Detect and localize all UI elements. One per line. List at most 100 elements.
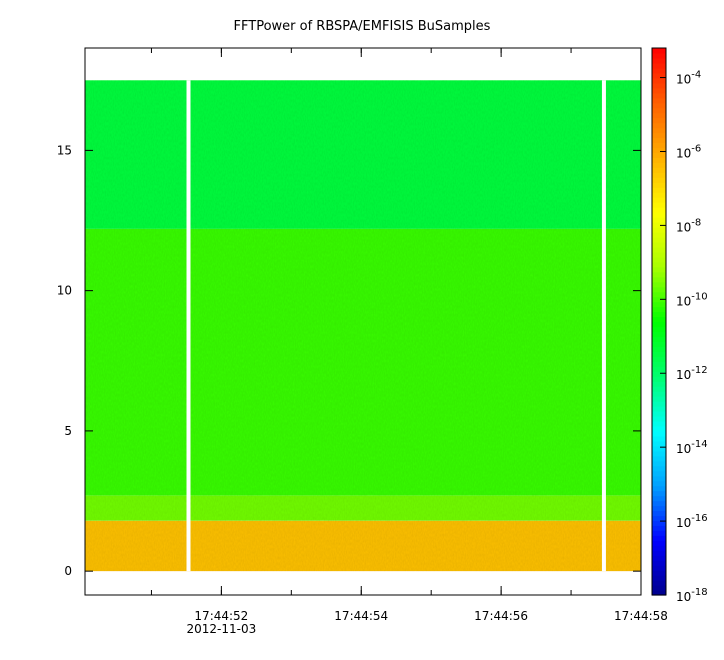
colorbar-segment bbox=[652, 276, 666, 283]
colorbar-tick-label: 10-10 bbox=[676, 291, 708, 308]
colorbar-segment bbox=[652, 415, 666, 422]
colorbar-segment bbox=[652, 570, 666, 576]
colorbar-segment bbox=[652, 301, 666, 308]
data-gap bbox=[601, 80, 606, 572]
colorbar-segment bbox=[652, 256, 666, 263]
colorbar-segment bbox=[652, 341, 666, 347]
colorbar-tick-label: 10-6 bbox=[676, 143, 701, 160]
colorbar-frame bbox=[651, 47, 667, 596]
colorbar-segment bbox=[652, 440, 666, 447]
colorbar-segment bbox=[652, 520, 666, 526]
colorbar-segment bbox=[652, 82, 666, 89]
colorbar-segment bbox=[652, 545, 666, 551]
colorbar-segment bbox=[652, 192, 666, 198]
colorbar-segment bbox=[652, 202, 666, 208]
colorbar-segment bbox=[652, 217, 666, 223]
colorbar-segment bbox=[652, 177, 666, 183]
colorbar: 10-4 10-6 10-8 10-10 10-12 10-14 10-16 10-18 bbox=[651, 47, 708, 604]
colorbar-segment bbox=[652, 455, 666, 462]
colorbar-segment bbox=[652, 266, 666, 273]
colorbar-segment bbox=[652, 510, 666, 517]
colorbar-segment bbox=[652, 435, 666, 442]
colorbar-segment bbox=[652, 87, 666, 94]
colorbar-segment bbox=[652, 381, 666, 387]
colorbar-segment bbox=[652, 555, 666, 561]
colorbar-segment bbox=[652, 590, 666, 596]
colorbar-segment bbox=[652, 430, 666, 437]
colorbar-segment bbox=[652, 406, 666, 412]
colorbar-segment bbox=[652, 585, 666, 591]
colorbar-segment bbox=[652, 92, 666, 99]
colorbar-segment bbox=[652, 227, 666, 233]
colorbar-segment bbox=[652, 450, 666, 457]
colorbar-segment bbox=[652, 495, 666, 502]
colorbar-segment bbox=[652, 127, 666, 134]
colorbar-segment bbox=[652, 167, 666, 173]
colorbar-segment bbox=[652, 386, 666, 392]
colorbar-segment bbox=[652, 52, 666, 59]
y-tick-label: 5 bbox=[64, 424, 72, 438]
y-tick-label: 0 bbox=[64, 564, 72, 578]
y-tick-label: 10 bbox=[57, 284, 72, 298]
colorbar-segment bbox=[652, 490, 666, 497]
colorbar-segment bbox=[652, 485, 666, 492]
colorbar-segment bbox=[652, 500, 666, 507]
colorbar-segment bbox=[652, 117, 666, 124]
colorbar-segment bbox=[652, 182, 666, 188]
plot-frame bbox=[84, 47, 642, 596]
colorbar-segment bbox=[652, 580, 666, 586]
colorbar-segment bbox=[652, 152, 666, 158]
colorbar-segment bbox=[652, 231, 666, 238]
colorbar-segment bbox=[652, 420, 666, 427]
colorbar-segment bbox=[652, 475, 666, 482]
colorbar-segment bbox=[652, 261, 666, 268]
data-gap bbox=[186, 80, 191, 572]
x-tick-label: 17:44:56 bbox=[474, 609, 528, 623]
colorbar-segment bbox=[652, 460, 666, 467]
colorbar-segment bbox=[652, 147, 666, 154]
colorbar-segment bbox=[652, 321, 666, 328]
plot-area bbox=[85, 80, 641, 572]
chart-title: FFTPower of RBSPA/EMFISIS BuSamples bbox=[234, 19, 491, 34]
colorbar-tick-label: 10-14 bbox=[676, 439, 708, 456]
colorbar-tick-label: 10-12 bbox=[676, 365, 708, 382]
y-tick-label: 15 bbox=[57, 143, 72, 157]
x-tick-label: 17:44:54 bbox=[334, 609, 388, 623]
colorbar-segment bbox=[652, 480, 666, 487]
colorbar-segment bbox=[652, 236, 666, 243]
colorbar-segment bbox=[652, 67, 666, 74]
colorbar-tick-label: 10-18 bbox=[676, 587, 708, 604]
colorbar-segment bbox=[652, 575, 666, 581]
x-tick-date-label: 2012-11-03 bbox=[187, 622, 257, 636]
colorbar-segment bbox=[652, 356, 666, 362]
colorbar-segment bbox=[652, 550, 666, 556]
spectrogram-band bbox=[85, 520, 641, 572]
colorbar-segment bbox=[652, 316, 666, 323]
colorbar-segment bbox=[652, 470, 666, 477]
colorbar-segment bbox=[652, 306, 666, 313]
spectrogram-band bbox=[85, 80, 641, 229]
colorbar-segment bbox=[652, 296, 666, 303]
spectrogram-band bbox=[85, 228, 641, 496]
spectrogram-band bbox=[85, 495, 641, 521]
colorbar-segment bbox=[652, 361, 666, 367]
colorbar-segment bbox=[652, 396, 666, 402]
colorbar-tick-label: 10-4 bbox=[676, 70, 701, 87]
colorbar-segment bbox=[652, 465, 666, 472]
colorbar-segment bbox=[652, 137, 666, 144]
colorbar-segment bbox=[652, 77, 666, 84]
colorbar-segment bbox=[652, 142, 666, 149]
colorbar-segment bbox=[652, 286, 666, 293]
colorbar-segment bbox=[652, 162, 666, 168]
colorbar-segment bbox=[652, 157, 666, 163]
colorbar-segment bbox=[652, 376, 666, 382]
colorbar-segment bbox=[652, 535, 666, 541]
colorbar-segment bbox=[652, 281, 666, 288]
colorbar-segment bbox=[652, 311, 666, 318]
colorbar-segment bbox=[652, 291, 666, 298]
colorbar-segment bbox=[652, 197, 666, 203]
colorbar-segment bbox=[652, 207, 666, 213]
colorbar-segment bbox=[652, 371, 666, 377]
